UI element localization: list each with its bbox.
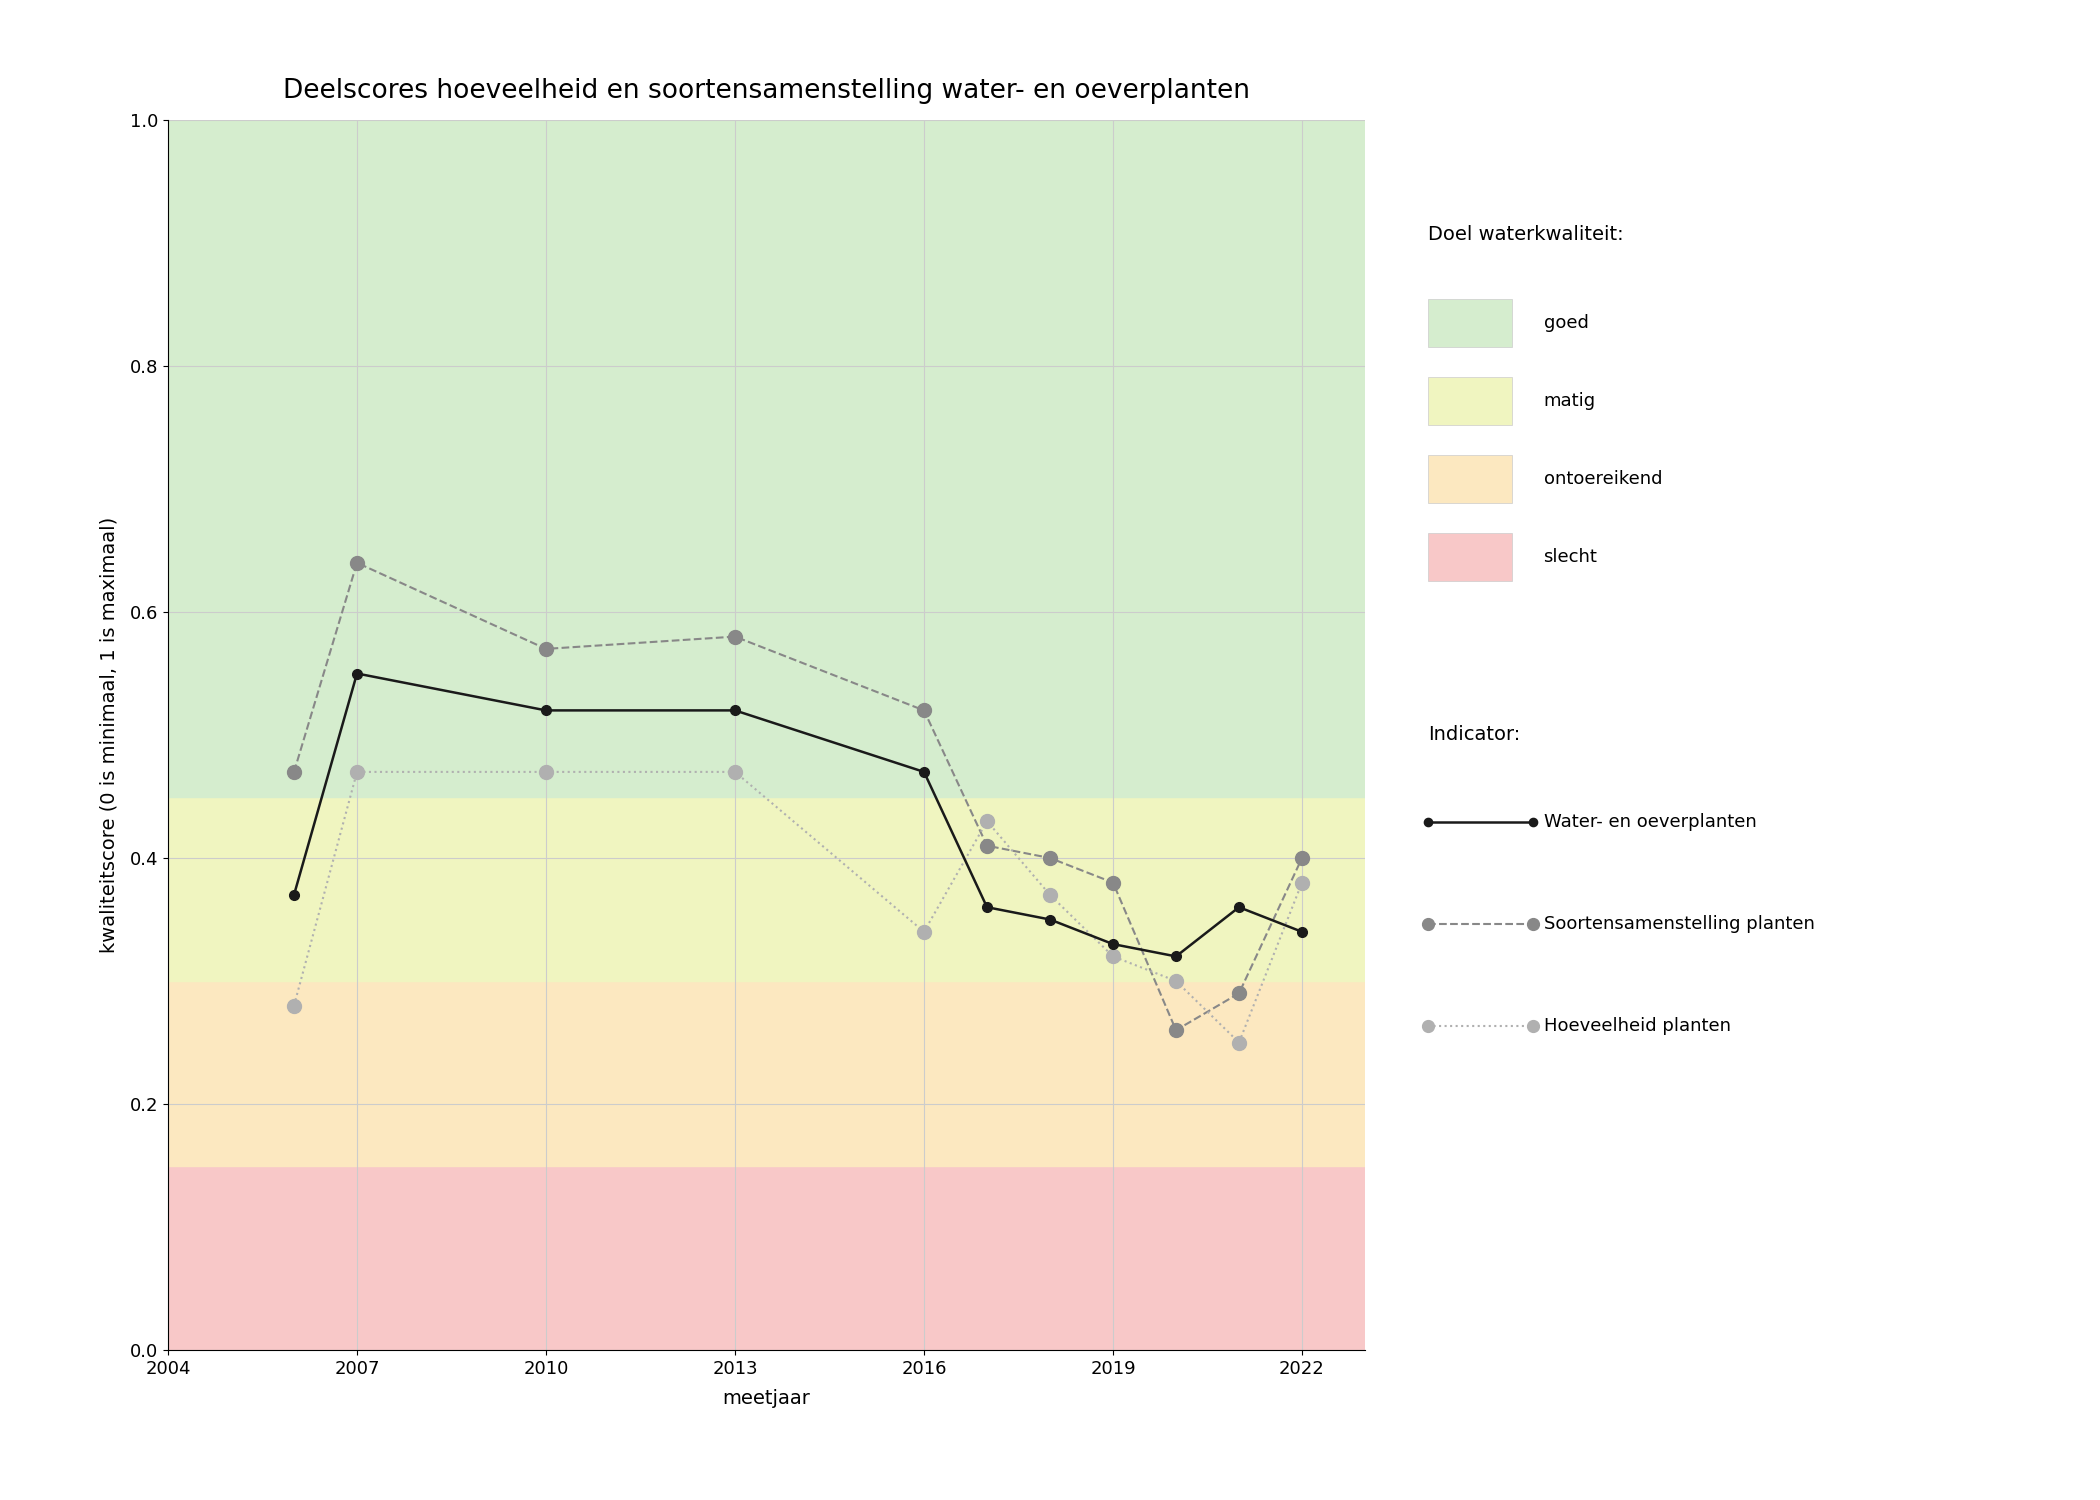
Text: ontoereikend: ontoereikend [1544,470,1661,488]
Text: Indicator:: Indicator: [1428,724,1520,744]
Bar [168,1166,1365,1350]
Text: Water- en oeverplanten: Water- en oeverplanten [1544,813,1756,831]
Text: slecht: slecht [1544,548,1598,566]
Bar [168,981,1365,1166]
Y-axis label: kwaliteitscore (0 is minimaal, 1 is maximaal): kwaliteitscore (0 is minimaal, 1 is maxi… [99,518,120,952]
Text: Doel waterkwaliteit:: Doel waterkwaliteit: [1428,225,1623,245]
Bar [168,796,1365,981]
Text: matig: matig [1544,392,1596,410]
Text: goed: goed [1544,314,1588,332]
Text: Soortensamenstelling planten: Soortensamenstelling planten [1544,915,1814,933]
X-axis label: meetjaar: meetjaar [722,1389,811,1408]
Bar [168,120,1365,796]
Title: Deelscores hoeveelheid en soortensamenstelling water- en oeverplanten: Deelscores hoeveelheid en soortensamenst… [284,78,1250,104]
Text: Hoeveelheid planten: Hoeveelheid planten [1544,1017,1730,1035]
